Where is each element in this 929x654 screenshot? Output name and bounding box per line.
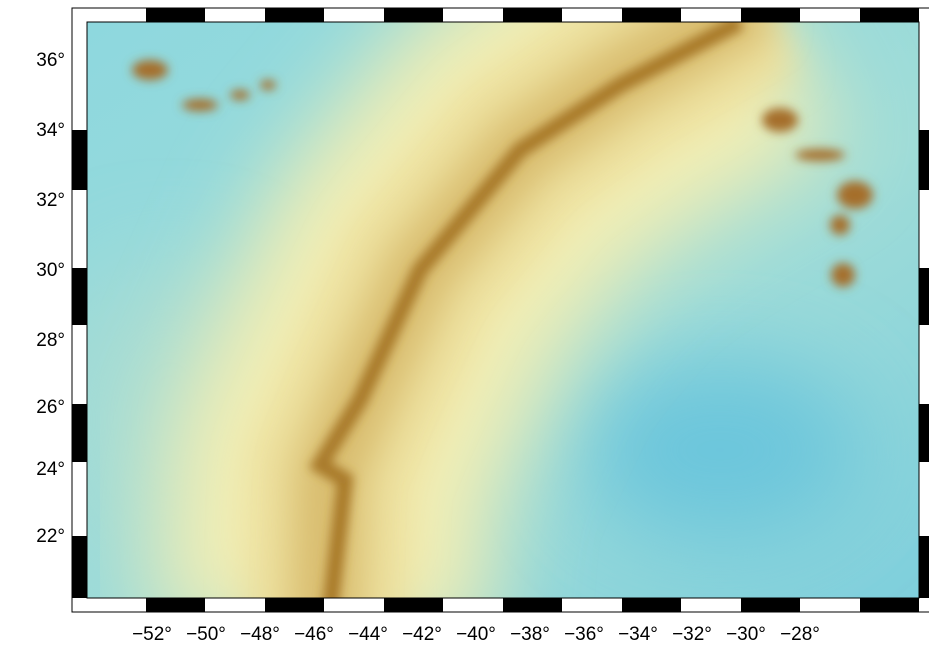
frame-segment <box>72 130 87 190</box>
longitude-label: −36° <box>564 624 604 645</box>
longitude-label: −52° <box>132 624 172 645</box>
frame-segment <box>146 598 205 612</box>
frame-segment <box>622 8 681 22</box>
longitude-label: −38° <box>510 624 550 645</box>
longitude-label: −42° <box>402 624 442 645</box>
longitude-label: −46° <box>294 624 334 645</box>
frame-segment <box>622 598 681 612</box>
latitude-label: 22° <box>36 526 65 547</box>
latitude-label: 34° <box>36 120 65 141</box>
latitude-label: 26° <box>36 397 65 418</box>
latitude-label: 24° <box>36 459 65 480</box>
frame-segment <box>860 8 919 22</box>
frame-segment <box>146 8 205 22</box>
frame-segment <box>384 8 443 22</box>
frame-segment <box>265 598 324 612</box>
frame-segment <box>919 536 929 598</box>
frame-segment <box>72 536 87 598</box>
latitude-label: 30° <box>36 260 65 281</box>
longitude-label: −30° <box>726 624 766 645</box>
frame-segment <box>265 8 324 22</box>
frame-segment <box>919 404 929 462</box>
longitude-label: −44° <box>348 624 388 645</box>
frame-segment <box>384 598 443 612</box>
bathymetry <box>50 0 919 640</box>
frame-segment <box>503 8 562 22</box>
latitude-label: 36° <box>36 50 65 71</box>
longitude-label: −28° <box>780 624 820 645</box>
longitude-label: −32° <box>672 624 712 645</box>
frame-segment <box>741 598 800 612</box>
longitude-label: −50° <box>186 624 226 645</box>
frame-segment <box>72 268 87 325</box>
longitude-label: −34° <box>618 624 658 645</box>
latitude-label: 28° <box>36 330 65 351</box>
map-figure: −52° −50° −48° −46° −44° −42° −40° −38° −36° −34°… <box>0 0 929 649</box>
longitude-label: −48° <box>240 624 280 645</box>
frame-segment <box>919 130 929 190</box>
latitude-label: 32° <box>36 190 65 211</box>
frame-segment <box>860 598 919 612</box>
frame-segment <box>741 8 800 22</box>
frame-segment <box>919 268 929 325</box>
longitude-label: −40° <box>456 624 496 645</box>
frame-segment <box>503 598 562 612</box>
frame-segment <box>72 404 87 462</box>
